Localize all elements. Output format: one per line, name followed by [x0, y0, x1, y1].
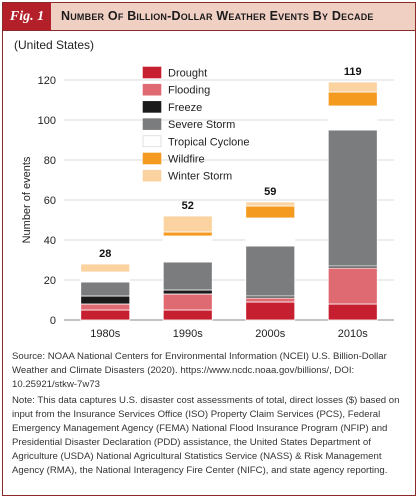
figure-label: Fig. 1	[3, 3, 51, 30]
legend-label: Severe Storm	[168, 119, 235, 131]
bar-segment	[162, 261, 213, 291]
y-tick-label: 80	[44, 155, 56, 167]
bar-segment	[80, 303, 131, 311]
y-tick-label: 40	[44, 235, 56, 247]
bar-segment	[80, 309, 131, 321]
legend-swatch	[142, 66, 162, 79]
legend-swatch	[142, 152, 162, 165]
bar-segment	[245, 245, 296, 297]
bar-segment	[327, 81, 378, 93]
chart-title: Number Of Billion-Dollar Weather Events …	[61, 9, 374, 23]
legend-label: Tropical Cyclone	[168, 136, 250, 148]
bar-segment	[80, 281, 131, 297]
x-tick-label: 2000s	[255, 328, 285, 340]
bar-segment	[327, 105, 378, 131]
bar-segment	[162, 231, 213, 237]
chart-panel: 0 20 40 60 80 100 120 Number of events 28 1980s 52…	[12, 60, 402, 342]
bar-segment	[245, 297, 296, 303]
x-tick-label: 2010s	[338, 328, 368, 340]
total-label: 52	[182, 200, 194, 212]
source-text: Source: NOAA National Centers for Enviro…	[12, 351, 387, 390]
bar-segment	[327, 267, 378, 305]
y-tick-label: 120	[38, 75, 56, 87]
bar-segment	[162, 293, 213, 311]
total-label: 59	[264, 186, 276, 198]
legend-swatch	[142, 83, 162, 96]
x-tick-label: 1980s	[90, 328, 120, 340]
bar-segment	[327, 129, 378, 267]
legend-swatch	[142, 101, 162, 113]
note-text: Note: This data captures U.S. disaster c…	[12, 395, 400, 476]
bar-segment	[80, 271, 131, 283]
bar-segment	[327, 91, 378, 107]
legend-label: Drought	[168, 68, 207, 80]
legend-swatch	[142, 135, 162, 148]
figure-header: Fig. 1 Number Of Billion-Dollar Weather …	[3, 3, 415, 31]
y-tick-label: 60	[44, 195, 56, 207]
bar-segment	[245, 201, 296, 207]
bar-segment	[245, 217, 296, 247]
bar-segment	[80, 263, 131, 273]
legend-label: Flooding	[168, 85, 210, 97]
total-label: 119	[344, 66, 362, 78]
bar-segment	[327, 303, 378, 321]
y-tick-label: 20	[44, 275, 56, 287]
legend-swatch	[142, 169, 162, 182]
y-tick-label: 0	[50, 315, 56, 327]
bar-segment	[162, 215, 213, 233]
legend-label: Winter Storm	[168, 171, 232, 183]
bar-segment	[162, 289, 213, 295]
bar-segment	[162, 309, 213, 321]
bar-chart: 0 20 40 60 80 100 120 Number of events 28 1980s 52…	[21, 66, 394, 340]
legend-label: Wildfire	[168, 154, 205, 166]
legend-label: Freeze	[168, 102, 202, 114]
bar-segment	[162, 235, 213, 263]
chart-subtitle: (United States)	[14, 38, 95, 52]
y-axis-label: Number of events	[21, 156, 33, 243]
bar-segment	[245, 205, 296, 219]
y-tick-label: 100	[38, 115, 56, 127]
legend-swatch	[142, 118, 162, 130]
bar-segment	[80, 295, 131, 305]
total-label: 28	[99, 248, 111, 260]
x-tick-label: 1990s	[173, 328, 203, 340]
bar-segment	[245, 301, 296, 321]
